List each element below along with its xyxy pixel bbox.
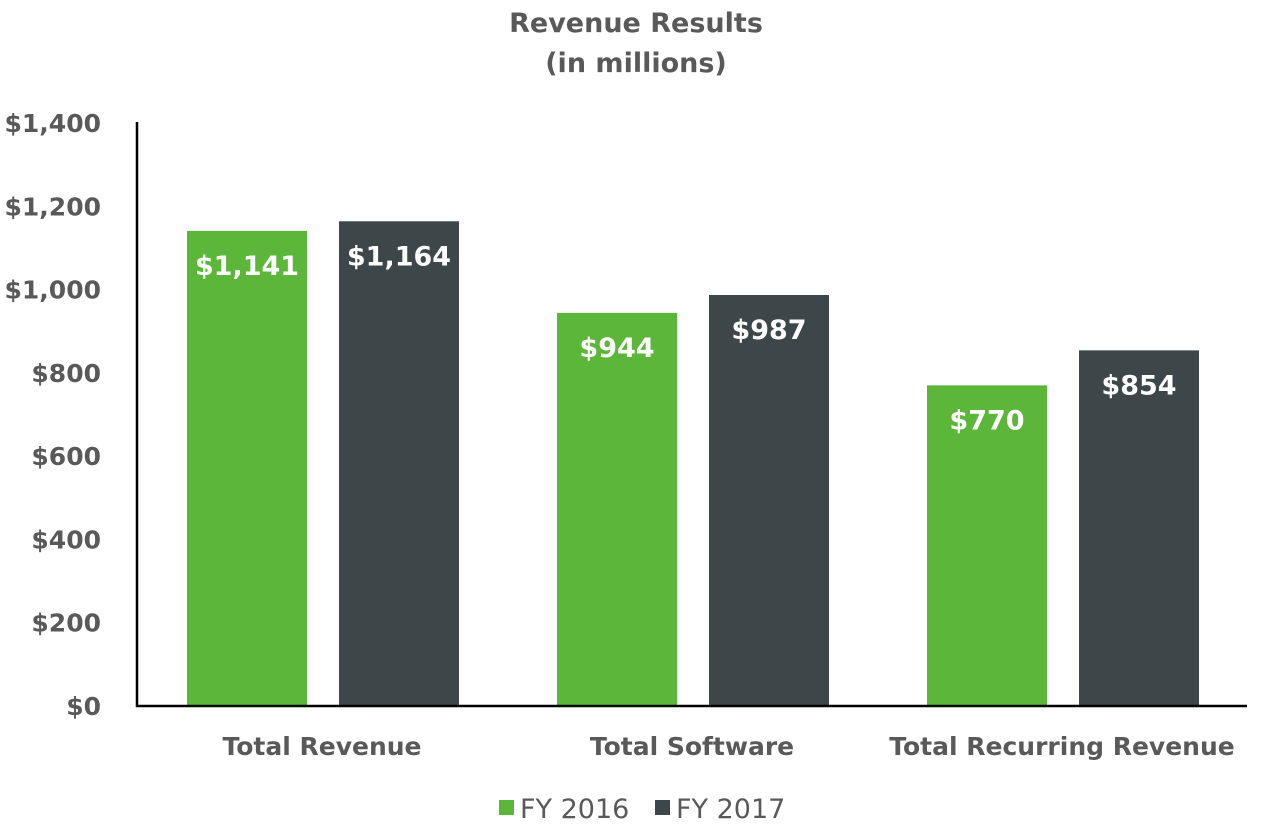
data-label: $987	[731, 315, 806, 346]
data-label: $854	[1101, 370, 1176, 401]
bar-fy-2017	[339, 221, 459, 706]
chart-title: Revenue Results	[509, 8, 763, 39]
x-category-label: Total Recurring Revenue	[889, 732, 1234, 761]
legend: FY 2016 FY 2017	[499, 794, 785, 825]
legend-swatch	[655, 800, 670, 815]
y-tick-label: $1,400	[5, 109, 101, 138]
y-tick-label: $800	[31, 359, 101, 388]
data-label: $944	[579, 333, 654, 364]
legend-swatch	[499, 800, 514, 815]
bar-fy-2017	[709, 294, 829, 706]
y-tick-label: $1,200	[5, 192, 101, 221]
x-category-label: Total Software	[590, 732, 794, 761]
bar-fy-2017	[1079, 350, 1199, 706]
chart-subtitle: (in millions)	[545, 48, 727, 79]
legend-label: FY 2016	[520, 794, 629, 825]
bar-fy-2016	[557, 312, 677, 706]
y-tick-label: $600	[31, 442, 101, 471]
y-tick-label: $200	[31, 609, 101, 638]
legend-label: FY 2017	[676, 794, 785, 825]
y-tick-label: $1,000	[5, 276, 101, 305]
y-tick-label: $400	[31, 525, 101, 554]
y-tick-label: $0	[66, 692, 101, 721]
bar-fy-2016	[927, 385, 1047, 706]
data-label: $1,141	[195, 251, 299, 282]
data-label: $1,164	[347, 241, 451, 272]
data-label: $770	[949, 405, 1024, 436]
bar-fy-2016	[187, 230, 307, 707]
x-category-label: Total Revenue	[222, 732, 421, 761]
